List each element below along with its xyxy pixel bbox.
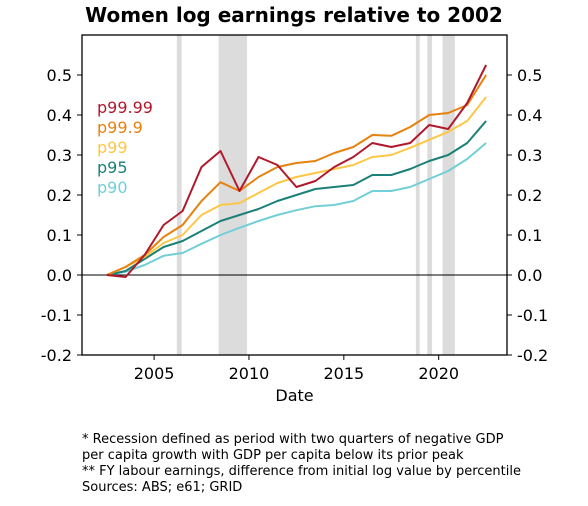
axis-ticks: -0.2 -0.2 -0.1 -0.1 0.0 0.0 0.1 0.1 0.2 0.2 0.3 0.3… [41,66,548,383]
recession-band [427,35,433,355]
y-tick-label-left: 0.3 [47,146,72,165]
recession-band [442,35,455,355]
y-tick-label-left: 0.0 [47,266,72,285]
y-tick-label-left: -0.2 [41,346,72,365]
legend-entry-p95: p95 [97,158,128,177]
recession-bands [176,35,455,355]
x-tick-label: 2015 [323,364,364,383]
series-line-p99-99 [106,64,487,278]
x-axis-label: Date [275,386,313,405]
legend-entry-p99-9: p99.9 [97,118,143,137]
series-lines [106,64,487,278]
footnote-line: Sources: ABS; e61; GRID [82,480,243,495]
y-tick-label-right: 0.0 [517,266,542,285]
recession-band [218,35,248,355]
footnote-line: per capita growth with GDP per capita be… [82,448,464,463]
y-tick-label-left: 0.1 [47,226,72,245]
y-tick-label-right: 0.4 [517,106,542,125]
footnote-line: * Recession defined as period with two q… [82,432,504,447]
y-tick-label-right: 0.2 [517,186,542,205]
y-tick-label-left: 0.2 [47,186,72,205]
y-tick-label-right: 0.3 [517,146,542,165]
y-tick-label-left: 0.4 [47,106,72,125]
y-tick-label-left: -0.1 [41,306,72,325]
x-tick-label: 2005 [134,364,175,383]
footnotes: * Recession defined as period with two q… [82,432,582,496]
line-chart: Women log earnings relative to 2002 -0.2… [41,3,548,405]
y-tick-label-right: -0.2 [517,346,548,365]
footnote-line: ** FY labour earnings, difference from i… [82,464,521,479]
recession-band [176,35,182,355]
y-tick-label-right: 0.5 [517,66,542,85]
x-tick-label: 2010 [229,364,270,383]
recession-band [415,35,420,355]
x-tick-label: 2020 [418,364,459,383]
series-line-p99 [106,96,487,276]
legend-entry-p99-99: p99.99 [97,98,153,117]
y-tick-label-right: -0.1 [517,306,548,325]
series-line-p99-9 [106,74,487,276]
y-tick-label-right: 0.1 [517,226,542,245]
chart-title: Women log earnings relative to 2002 [85,3,503,27]
legend-entry-p99: p99 [97,138,128,157]
series-line-p95 [106,120,487,276]
y-tick-label-left: 0.5 [47,66,72,85]
legend-entry-p90: p90 [97,178,128,197]
series-line-p90 [106,142,487,276]
